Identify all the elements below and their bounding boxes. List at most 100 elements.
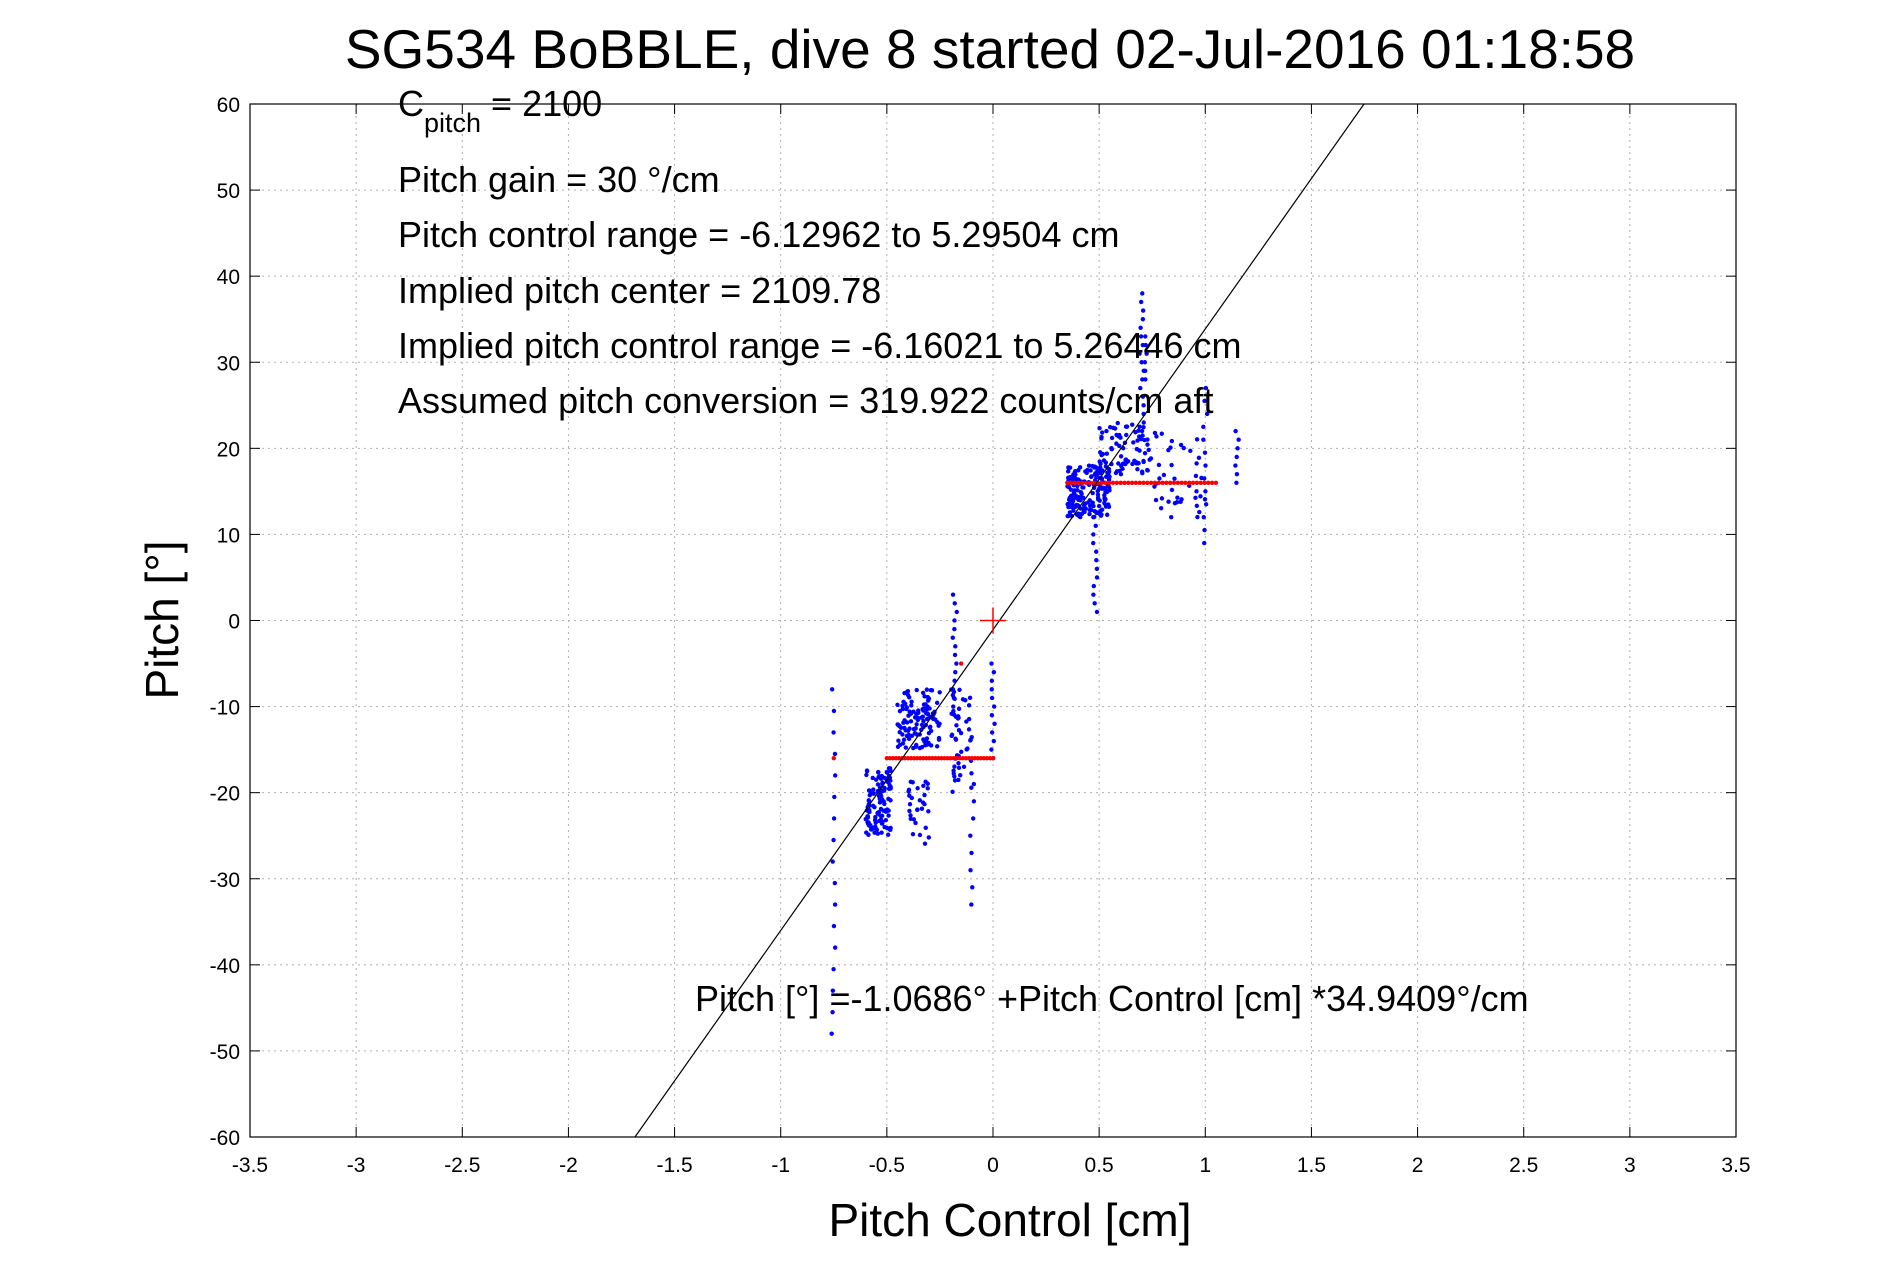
data-point-blue [832, 794, 837, 800]
data-point-blue [909, 699, 914, 705]
data-point-blue [1203, 463, 1208, 468]
data-point-red [1213, 480, 1219, 485]
annotation-control-range: Pitch control range = -6.12962 to 5.2950… [398, 214, 1119, 255]
data-point-blue [963, 698, 968, 703]
data-point-blue [1109, 435, 1115, 441]
data-point-blue [910, 831, 916, 837]
data-point-red [911, 756, 917, 761]
data-point-blue [1196, 455, 1202, 460]
data-point-blue [1094, 465, 1099, 470]
data-point-blue [1138, 299, 1144, 305]
data-point-red [1076, 480, 1081, 485]
x-tick-label: -0.5 [869, 1154, 905, 1177]
data-point-red [969, 756, 974, 761]
data-point-blue [1091, 515, 1096, 520]
data-point-blue [969, 902, 974, 907]
data-point-blue [950, 789, 955, 794]
y-tick-label: 40 [217, 266, 240, 289]
data-point-blue [959, 749, 964, 755]
data-point-blue [1148, 456, 1154, 461]
data-point-blue [952, 626, 957, 632]
data-point-blue [1087, 511, 1092, 517]
data-point-blue [926, 835, 932, 840]
data-point-blue [1116, 461, 1121, 466]
data-point-blue [1139, 360, 1144, 365]
data-point-blue [903, 745, 909, 750]
data-point-blue [967, 695, 973, 701]
data-point-blue [908, 779, 913, 784]
data-point-blue [902, 718, 907, 723]
data-point-blue [882, 788, 887, 793]
data-point-red [927, 756, 932, 761]
data-point-blue [1088, 503, 1093, 508]
data-point-blue [888, 786, 893, 791]
data-point-blue [865, 814, 870, 819]
data-point-blue [886, 808, 891, 813]
data-point-red [1187, 480, 1192, 485]
data-point-red [1198, 480, 1203, 485]
data-point-blue [952, 601, 957, 606]
data-point-blue [956, 706, 962, 711]
data-point-blue [875, 782, 881, 787]
data-point-blue [952, 652, 958, 658]
data-point-blue [950, 635, 955, 640]
data-point-blue [1098, 470, 1103, 476]
data-point-red [948, 756, 953, 761]
x-tick-label: -3.5 [232, 1154, 268, 1177]
annotation-c-pitch: Cpitch = 2100 [398, 83, 602, 138]
data-point-blue [1069, 476, 1074, 481]
data-point-blue [1145, 467, 1150, 473]
fit-equation: Pitch [°] =-1.0686° +Pitch Control [cm] … [695, 978, 1529, 1019]
data-point-blue [873, 820, 878, 825]
data-point-blue [911, 745, 916, 751]
data-point-blue [832, 751, 838, 757]
data-point-blue [989, 730, 995, 735]
data-point-blue [1086, 463, 1092, 468]
data-point-blue [865, 821, 871, 826]
data-point-blue [1136, 461, 1141, 466]
data-point-red [987, 756, 993, 761]
data-point-blue [908, 813, 913, 818]
data-point-blue [1107, 488, 1112, 493]
data-point-blue [875, 811, 881, 816]
data-point-blue [1094, 609, 1100, 615]
data-point-blue [1118, 454, 1124, 459]
data-point-blue [1194, 461, 1199, 466]
data-point-red [921, 756, 926, 761]
data-point-blue [1140, 317, 1146, 322]
data-point-blue [906, 736, 912, 742]
data-point-blue [1233, 463, 1238, 468]
data-point-blue [1153, 497, 1159, 503]
data-point-blue [951, 704, 956, 709]
data-point-blue [871, 787, 876, 792]
x-tick-label: 1.5 [1297, 1154, 1326, 1177]
data-point-blue [1089, 474, 1094, 479]
data-point-blue [1204, 411, 1210, 417]
data-point-blue [897, 742, 903, 748]
data-point-blue [954, 661, 959, 666]
x-tick-label: -2.5 [444, 1154, 480, 1177]
x-tick-label: -1.5 [656, 1154, 692, 1177]
data-point-blue [905, 692, 911, 698]
data-point-blue [989, 687, 994, 692]
data-point-blue [830, 859, 835, 864]
data-point-blue [989, 661, 994, 666]
data-point-red [1156, 480, 1161, 485]
data-point-blue [923, 711, 929, 716]
data-point-blue [921, 783, 926, 788]
data-point-blue [954, 609, 959, 615]
data-point-blue [956, 728, 962, 733]
data-point-blue [912, 715, 918, 720]
y-tick-label: 60 [217, 94, 240, 117]
y-tick-label: 10 [217, 524, 240, 547]
grid-lines [250, 104, 1736, 1137]
data-point-blue [1071, 490, 1077, 496]
data-point-blue [876, 769, 881, 775]
data-point-blue [1081, 485, 1086, 490]
data-point-blue [950, 592, 956, 597]
data-point-blue [969, 850, 974, 856]
data-point-blue [956, 760, 961, 766]
data-point-blue [925, 742, 930, 747]
data-point-red [1087, 480, 1093, 485]
data-point-red [951, 756, 956, 761]
